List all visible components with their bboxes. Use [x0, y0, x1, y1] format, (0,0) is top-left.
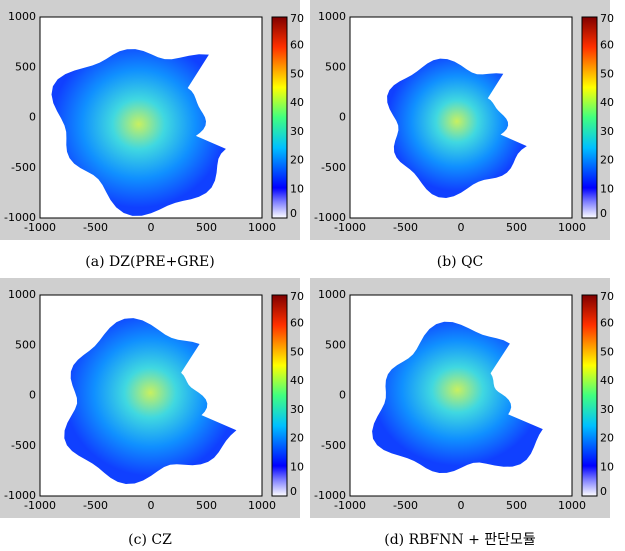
y-tick-label: -500: [11, 439, 36, 452]
colorbar-tick-label: 30: [600, 403, 614, 416]
colorbar-tick-label: 60: [290, 39, 304, 52]
x-tick-label: -500: [83, 499, 108, 512]
caption: (a) DZ(PRE+GRE): [85, 254, 214, 270]
colorbar-tick-label: 30: [290, 125, 304, 138]
colorbar: [271, 16, 288, 219]
x-tick-label: 1000: [248, 499, 276, 512]
colorbar-tick-label: 50: [600, 345, 614, 358]
x-tick-label: 1000: [248, 221, 276, 234]
x-tick-label: -500: [393, 499, 418, 512]
x-tick-label: 0: [148, 499, 155, 512]
y-tick-label: 0: [339, 111, 346, 124]
colorbar-tick-label: 60: [600, 317, 614, 330]
radar-echo: [387, 58, 527, 198]
x-tick-label: 1000: [558, 499, 586, 512]
x-tick-label: 500: [506, 221, 527, 234]
colorbar-tick-label: 30: [600, 125, 614, 138]
colorbar: [581, 16, 598, 219]
x-tick-label: 0: [458, 221, 465, 234]
y-tick-label: 1000: [318, 288, 346, 301]
radar-echo: [372, 321, 543, 473]
caption: (d) RBFNN + 판단모듈: [384, 532, 536, 548]
colorbar: [581, 294, 598, 497]
colorbar-tick-label: 60: [290, 317, 304, 330]
colorbar-tick-label: 20: [290, 432, 304, 445]
x-tick-label: -1000: [334, 221, 366, 234]
colorbar-tick-label: 10: [290, 460, 304, 473]
x-tick-label: 500: [506, 499, 527, 512]
colorbar-tick-label: 40: [290, 96, 304, 109]
colorbar-tick-label: 50: [290, 345, 304, 358]
colorbar-tick-label: 70: [290, 290, 304, 303]
y-tick-label: 0: [339, 389, 346, 402]
y-tick-label: 0: [29, 389, 36, 402]
x-tick-label: -500: [393, 221, 418, 234]
colorbar-tick-label: 10: [600, 460, 614, 473]
x-tick-label: -500: [83, 221, 108, 234]
x-tick-label: 1000: [558, 221, 586, 234]
colorbar-tick-label: 50: [600, 67, 614, 80]
radar-echo: [51, 49, 226, 216]
colorbar-tick-label: 70: [290, 12, 304, 25]
x-tick-label: 0: [148, 221, 155, 234]
y-tick-label: -1000: [4, 489, 36, 502]
x-tick-label: 500: [196, 499, 217, 512]
y-tick-label: -1000: [314, 211, 346, 224]
y-tick-label: 500: [325, 338, 346, 351]
colorbar-tick-label: 0: [290, 207, 297, 220]
colorbar-tick-label: 70: [600, 12, 614, 25]
colorbar-tick-label: 0: [600, 207, 607, 220]
colorbar-tick-label: 20: [290, 154, 304, 167]
caption: (b) QC: [437, 254, 484, 270]
colorbar-tick-label: 30: [290, 403, 304, 416]
colorbar-tick-label: 70: [600, 290, 614, 303]
colorbar-tick-label: 0: [290, 485, 297, 498]
colorbar-tick-label: 40: [290, 374, 304, 387]
y-tick-label: -500: [11, 161, 36, 174]
y-tick-label: -1000: [314, 489, 346, 502]
colorbar: [271, 294, 288, 497]
colorbar-tick-label: 50: [290, 67, 304, 80]
colorbar-tick-label: 0: [600, 485, 607, 498]
colorbar-tick-label: 40: [600, 374, 614, 387]
y-tick-label: 500: [15, 60, 36, 73]
caption: (c) CZ: [128, 532, 172, 548]
colorbar-tick-label: 60: [600, 39, 614, 52]
y-tick-label: 0: [29, 111, 36, 124]
colorbar-tick-label: 40: [600, 96, 614, 109]
y-tick-label: 1000: [8, 10, 36, 23]
colorbar-tick-label: 20: [600, 154, 614, 167]
colorbar-tick-label: 10: [290, 182, 304, 195]
y-tick-label: -500: [321, 439, 346, 452]
y-tick-label: 500: [15, 338, 36, 351]
colorbar-tick-label: 10: [600, 182, 614, 195]
x-tick-label: 500: [196, 221, 217, 234]
x-tick-label: -1000: [24, 499, 56, 512]
x-tick-label: 0: [458, 499, 465, 512]
y-tick-label: 500: [325, 60, 346, 73]
radar-echo: [64, 318, 237, 484]
y-tick-label: -1000: [4, 211, 36, 224]
y-tick-label: 1000: [318, 10, 346, 23]
x-tick-label: -1000: [24, 221, 56, 234]
colorbar-tick-label: 20: [600, 432, 614, 445]
y-tick-label: -500: [321, 161, 346, 174]
x-tick-label: -1000: [334, 499, 366, 512]
y-tick-label: 1000: [8, 288, 36, 301]
